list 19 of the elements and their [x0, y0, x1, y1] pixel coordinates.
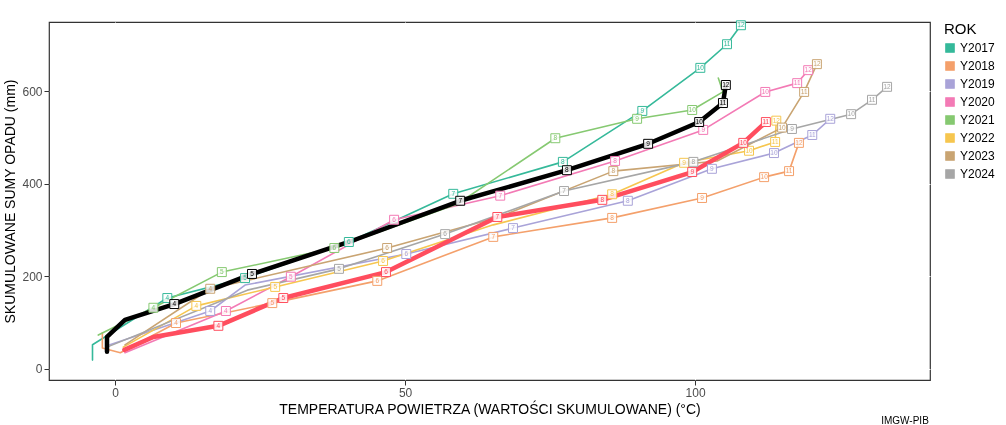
- x-axis-title: TEMPERATURA POWIETRZA (WARTOŚCI SKUMULOWANE) (°C): [279, 399, 701, 417]
- legend-label: Y2022: [960, 131, 996, 145]
- legend-title: ROK: [944, 20, 977, 37]
- y-tick-label: 200: [22, 269, 43, 284]
- x-tick-label: 100: [685, 385, 706, 400]
- legend-label: Y2018: [960, 59, 996, 73]
- legend-label: Y2019: [960, 77, 996, 91]
- x-tick-label: 0: [112, 385, 120, 400]
- y-tick-label: 400: [22, 177, 43, 192]
- legend-label: Y2024: [960, 167, 996, 181]
- legend-label: Y2020: [960, 95, 996, 109]
- legend-label: Y2021: [960, 113, 996, 127]
- legend-label: Y2017: [960, 41, 996, 55]
- y-tick-label: 600: [22, 84, 43, 99]
- y-axis-title: SKUMULOWANE SUMY OPADU (mm): [2, 79, 19, 324]
- text: IMGW-PIB: [881, 415, 930, 425]
- y-tick-label: 0: [35, 362, 43, 377]
- legend-label: Y2023: [960, 149, 996, 163]
- x-tick-label: 50: [398, 385, 413, 400]
